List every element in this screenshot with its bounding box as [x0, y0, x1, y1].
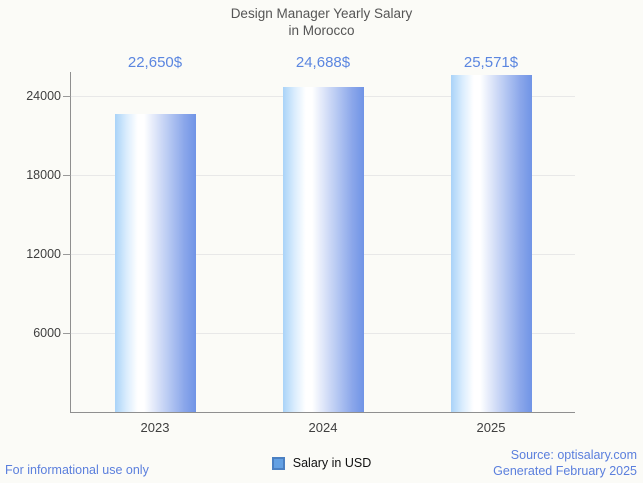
- bar-value-label: 22,650$: [127, 54, 183, 71]
- bar: [282, 86, 364, 412]
- source-text: Source: optisalary.com: [510, 448, 637, 462]
- bar-value-label: 24,688$: [295, 54, 351, 71]
- bar-value-label: 25,571$: [463, 54, 519, 71]
- y-axis-label: 12000: [26, 246, 61, 261]
- generated-text: Generated February 2025: [493, 463, 637, 478]
- plot-area: 6000 12000 18000 24000 22,650$ 2023 24,688$ 202…: [26, 54, 575, 435]
- legend: Salary in USD: [0, 456, 643, 470]
- chart-title-line1: Design Manager Yearly Salary: [230, 6, 413, 21]
- legend-label: Salary in USD: [292, 456, 372, 470]
- disclaimer-text: For informational use only: [5, 463, 149, 477]
- source-block: Source: optisalary.com Generated Februar…: [493, 448, 637, 479]
- y-axis-tick: [63, 253, 71, 255]
- x-axis-label: 2025: [476, 420, 506, 435]
- legend-swatch-icon: [271, 456, 285, 470]
- bar: [450, 75, 532, 412]
- bar: [114, 113, 196, 412]
- y-axis-label: 6000: [33, 325, 61, 340]
- y-axis-label: 24000: [26, 88, 61, 103]
- x-axis-label: 2024: [308, 420, 338, 435]
- y-axis-tick: [63, 174, 71, 176]
- chart-title: Design Manager Yearly Salary in Morocco: [0, 5, 643, 39]
- x-axis-label: 2023: [140, 420, 170, 435]
- chart-title-line2: in Morocco: [288, 23, 355, 38]
- y-axis-label: 18000: [26, 167, 61, 182]
- y-axis-tick: [63, 95, 71, 97]
- y-axis-tick: [63, 332, 71, 334]
